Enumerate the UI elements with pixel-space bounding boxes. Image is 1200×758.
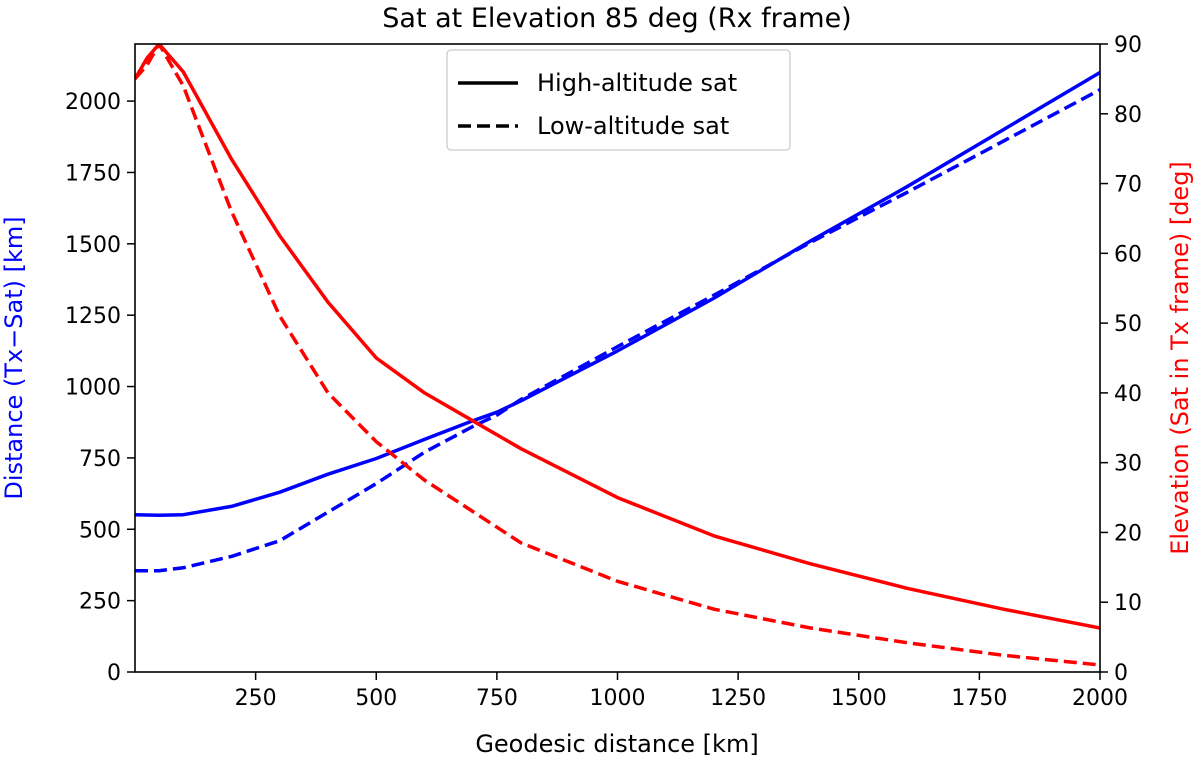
y-axis-left-label: Distance (Tx−Sat) [km]: [0, 216, 28, 499]
y-right-tick-label: 40: [1114, 382, 1142, 407]
chart-title: Sat at Elevation 85 deg (Rx frame): [382, 3, 851, 34]
y-right-tick-label: 90: [1114, 33, 1142, 58]
y-axis-left: 0 250 500 750 1000 1250 1500 1750 2000: [65, 90, 135, 686]
y-left-tick-label: 0: [107, 661, 121, 686]
series-layer: [135, 44, 1100, 667]
legend: High-altitude sat Low-altitude sat: [446, 49, 791, 151]
x-axis: 250 500 750 1000 1250 1500 1750 2000: [235, 672, 1128, 711]
x-tick-label: 1750: [951, 686, 1007, 711]
y-axis-right: 0 10 20 30 40 50 60 70 80 90: [1100, 33, 1142, 686]
y-right-tick-label: 50: [1114, 312, 1142, 337]
legend-box: [446, 49, 791, 151]
legend-label-low: Low-altitude sat: [537, 112, 729, 140]
y-left-tick-label: 1000: [65, 376, 121, 401]
x-axis-label: Geodesic distance [km]: [475, 730, 758, 758]
y-right-tick-label: 80: [1114, 103, 1142, 128]
series-line-2: [135, 44, 1100, 630]
y-right-tick-label: 0: [1114, 661, 1128, 686]
series-line-1: [135, 88, 1100, 573]
series-line-3: [135, 44, 1100, 667]
x-tick-label: 1250: [710, 686, 766, 711]
y-left-tick-label: 1250: [65, 304, 121, 329]
y-left-tick-label: 1500: [65, 233, 121, 258]
x-tick-label: 2000: [1072, 686, 1128, 711]
y-left-tick-label: 500: [79, 518, 121, 543]
x-tick-label: 750: [476, 686, 518, 711]
y-right-tick-label: 60: [1114, 242, 1142, 267]
y-left-tick-label: 250: [79, 590, 121, 615]
x-tick-label: 500: [355, 686, 397, 711]
x-tick-label: 1000: [590, 686, 646, 711]
x-tick-label: 250: [235, 686, 277, 711]
y-left-tick-label: 750: [79, 447, 121, 472]
y-right-tick-label: 10: [1114, 591, 1142, 616]
x-tick-label: 1500: [831, 686, 887, 711]
legend-label-high: High-altitude sat: [537, 69, 737, 97]
y-right-tick-label: 70: [1114, 173, 1142, 198]
y-left-tick-label: 1750: [65, 161, 121, 186]
y-right-tick-label: 30: [1114, 452, 1142, 477]
y-right-tick-label: 20: [1114, 521, 1142, 546]
y-axis-right-label: Elevation (Sat in Tx frame) [deg]: [1166, 161, 1194, 555]
y-left-tick-label: 2000: [65, 90, 121, 115]
